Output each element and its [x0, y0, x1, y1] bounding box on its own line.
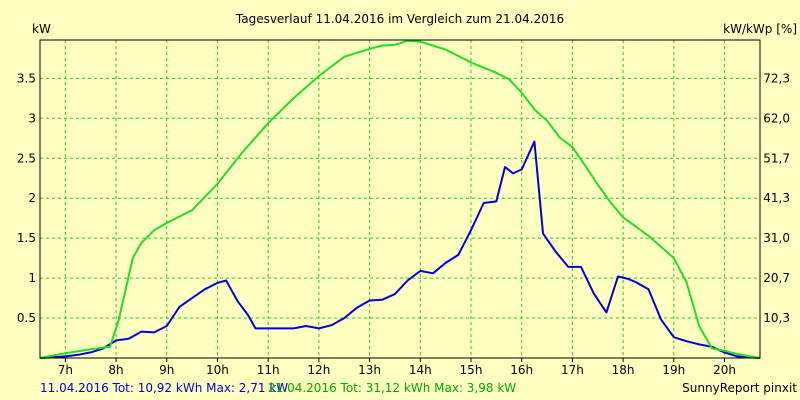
x-tick-label: 8h	[108, 363, 123, 377]
y-tick-label-right: 41,3	[763, 191, 790, 205]
y-tick-label-right: 62,0	[763, 111, 790, 125]
footer-series1-summary: 11.04.2016 Tot: 10,92 kWh Max: 2,71 kW	[40, 381, 288, 395]
x-tick-label: 18h	[612, 363, 635, 377]
right-axis-unit: kW/kWp [%]	[723, 22, 797, 36]
y-tick-labels: 0.5 1 1.5 2 2.5 3 3.5 10,3 20,7 31,0 41,3 51,7 62,0 7…	[17, 71, 790, 325]
series-line-11.04.2016	[39, 140, 761, 359]
plot-frame	[39, 39, 761, 359]
x-tick-label: 12h	[307, 363, 330, 377]
y-tick-label-right: 20,7	[763, 271, 790, 285]
chart-title: Tagesverlauf 11.04.2016 im Vergleich zum…	[235, 12, 564, 26]
gridlines	[40, 40, 760, 362]
y-tick-label-right: 51,7	[763, 151, 790, 165]
x-tick-label: 15h	[460, 363, 483, 377]
x-tick-label: 13h	[358, 363, 381, 377]
x-tick-label: 10h	[206, 363, 229, 377]
left-axis-unit: kW	[32, 22, 51, 36]
y-tick-label-left: 2	[28, 191, 36, 205]
x-tick-labels: 7h 8h 9h 10h 11h 12h 13h 14h 15h 16h 17h 18h 19h 20h	[58, 363, 736, 377]
series-lines	[39, 39, 761, 359]
series-line-21.04.2016	[39, 39, 761, 359]
y-tick-label-left: 1.5	[17, 231, 36, 245]
y-tick-label-left: 1	[28, 271, 36, 285]
y-tick-label-left: 3.5	[17, 71, 36, 85]
x-tick-label: 16h	[510, 363, 533, 377]
x-tick-label: 11h	[257, 363, 280, 377]
y-tick-label-left: 3	[28, 111, 36, 125]
x-tick-label: 9h	[159, 363, 174, 377]
y-tick-label-left: 2.5	[17, 151, 36, 165]
x-tick-label: 17h	[561, 363, 584, 377]
x-tick-label: 14h	[409, 363, 432, 377]
y-tick-label-right: 10,3	[763, 311, 790, 325]
x-tick-label: 7h	[58, 363, 73, 377]
x-tick-label: 19h	[662, 363, 685, 377]
y-tick-label-right: 31,0	[763, 231, 790, 245]
footer-series2-summary: 21.04.2016 Tot: 31,12 kWh Max: 3,98 kW	[268, 381, 516, 395]
x-tick-label: 20h	[713, 363, 736, 377]
y-tick-label-left: 0.5	[17, 311, 36, 325]
y-tick-label-right: 72,3	[763, 71, 790, 85]
footer-credit: SunnyReport pinxit	[682, 381, 797, 395]
